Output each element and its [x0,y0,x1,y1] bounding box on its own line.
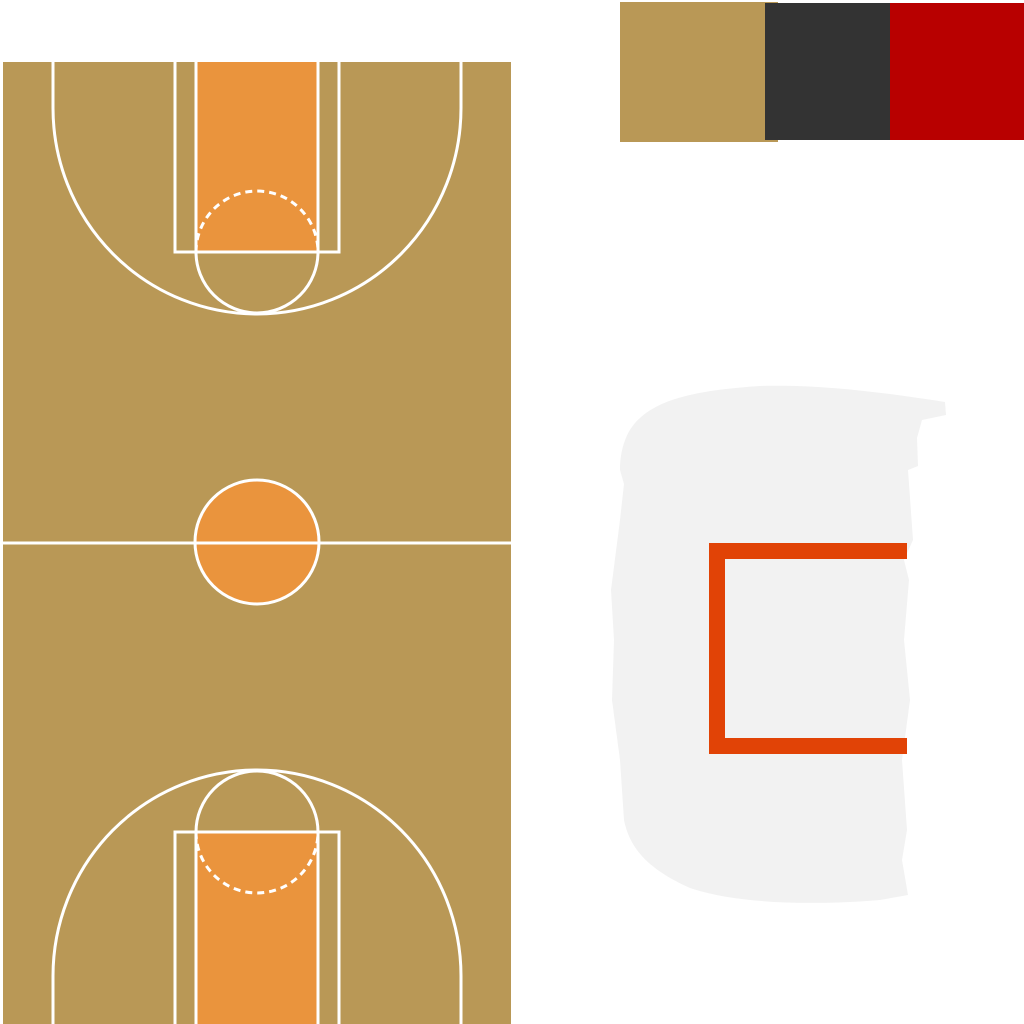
bottom-paint [196,832,318,1024]
bottom-free-throw-circle-dashed [194,831,320,895]
swatch-charcoal [765,3,891,140]
top-lane-outer [173,57,341,254]
backboard [611,385,946,903]
court [0,57,514,1024]
color-palette [620,2,1024,142]
bottom-lane-outer [173,830,341,1024]
backboard-shooter-square [709,543,907,754]
backboard-panel [611,385,946,903]
top-free-throw-circle-solid [194,251,320,315]
center-circle [193,478,321,606]
top-paint [196,59,318,252]
swatch-crimson [890,3,1024,140]
top-free-throw-circle-dashed [194,189,320,253]
bottom-free-throw-circle-solid [194,769,320,833]
swatch-court-tan [620,2,778,142]
